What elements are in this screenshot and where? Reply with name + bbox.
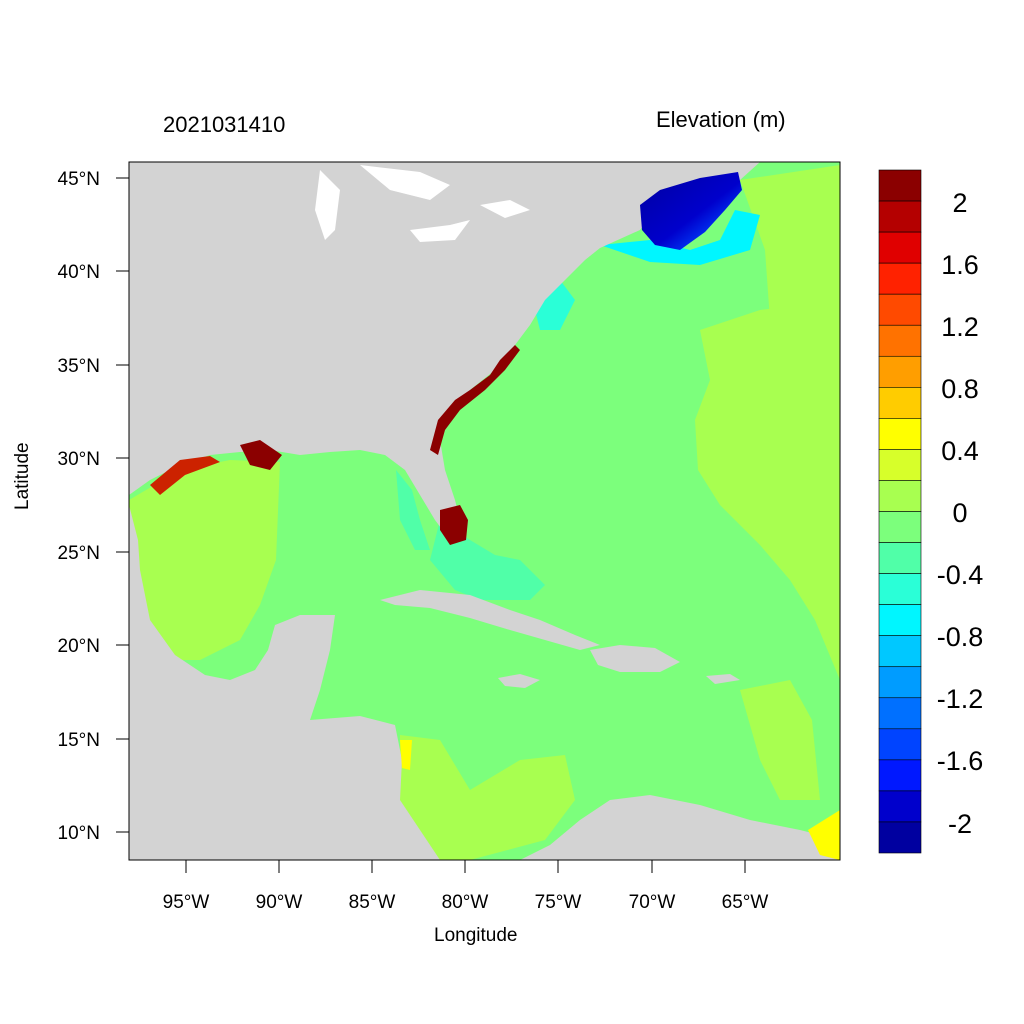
y-tick-label: 25°N (58, 543, 100, 564)
x-tick-label: 95°W (163, 892, 210, 913)
colorbar-swatch (878, 355, 922, 388)
y-tick-label: 35°N (58, 356, 100, 377)
colorbar-swatch (878, 169, 922, 202)
x-tick-label: 75°W (535, 892, 582, 913)
colorbar-label: 1.2 (941, 312, 979, 342)
x-tick-label: 80°W (442, 892, 489, 913)
mexico-central-america-land (129, 505, 440, 860)
gulf-of-maine-depression (640, 172, 742, 250)
florida-surge (440, 505, 468, 545)
hispaniola-land (590, 645, 680, 672)
caribbean-south-positive-region (400, 735, 575, 860)
x-axis (185, 860, 746, 873)
colorbar-swatch (878, 604, 922, 636)
colorbar-label: -1.2 (937, 684, 984, 714)
colorbar-swatch (878, 480, 922, 512)
gulf-west-positive-region (129, 460, 280, 660)
colorbar-label: -2 (948, 809, 972, 839)
colorbar-swatch (878, 697, 922, 730)
y-tick-label: 40°N (58, 262, 100, 283)
colorbar-swatch (878, 324, 922, 357)
venezuela-coast-positive (808, 810, 840, 860)
gulf-coast-surge (150, 456, 220, 495)
colorbar-label: 0.4 (941, 436, 979, 466)
colorbar-swatch (878, 262, 922, 295)
y-axis (116, 177, 129, 833)
colorbar-label: -0.8 (937, 622, 984, 652)
y-axis-label: Latitude (12, 442, 33, 510)
x-tick-label: 90°W (256, 892, 303, 913)
louisiana-surge (240, 440, 282, 470)
colorbar-swatch (878, 666, 922, 699)
colorbar-swatch (878, 418, 922, 450)
florida-west-negative-region (396, 470, 430, 550)
colorbar-swatch (878, 821, 922, 854)
y-tick-label: 20°N (58, 636, 100, 657)
cuba-land (380, 590, 600, 650)
honduras-coast-positive (400, 740, 412, 770)
lesser-antilles-positive-region (740, 680, 820, 800)
colorbar-labels: 2 1.6 1.2 0.8 0.4 0 -0.4 -0.8 -1.2 -1.6 … (937, 188, 984, 839)
colorbar-swatch (878, 759, 922, 792)
x-tick-label: 85°W (349, 892, 396, 913)
colorbar (878, 169, 922, 854)
colorbar-swatch (878, 573, 922, 605)
colorbar-label: -1.6 (937, 746, 984, 776)
nantucket-negative-region (600, 210, 760, 265)
jamaica-land (498, 674, 540, 688)
colorbar-swatch (878, 728, 922, 761)
colorbar-swatch (878, 449, 922, 481)
colorbar-label: 1.6 (941, 250, 979, 280)
colorbar-label: 0 (952, 498, 967, 528)
y-tick-label: 10°N (58, 823, 100, 844)
colorbar-label: -0.4 (937, 560, 984, 590)
puerto-rico-land (706, 674, 740, 684)
colorbar-swatch (878, 387, 922, 419)
colorbar-label: 0.8 (941, 374, 979, 404)
x-tick-label: 70°W (629, 892, 676, 913)
map-plot (129, 162, 840, 860)
atlantic-east-positive-region (695, 300, 840, 680)
y-tick-label: 45°N (58, 169, 100, 190)
y-tick-label: 15°N (58, 730, 100, 751)
great-lakes (315, 165, 530, 242)
colorbar-swatch (878, 790, 922, 823)
colorbar-swatch (878, 635, 922, 668)
south-america-land (520, 795, 840, 860)
y-tick-label: 30°N (58, 449, 100, 470)
map-frame (128, 161, 841, 861)
x-tick-label: 65°W (722, 892, 769, 913)
timestamp-title: 2021031410 (163, 112, 286, 137)
colorbar-label: 2 (952, 188, 967, 218)
east-coast-surge (430, 345, 520, 455)
colorbar-swatch (878, 511, 922, 543)
x-axis-label: Longitude (434, 925, 518, 946)
colorbar-swatch (878, 542, 922, 574)
north-america-land (129, 162, 760, 540)
colorbar-swatch (878, 293, 922, 326)
variable-title: Elevation (m) (656, 107, 786, 132)
colorbar-swatch (878, 200, 922, 233)
northeast-positive-region (740, 165, 840, 320)
colorbar-swatch (878, 231, 922, 264)
